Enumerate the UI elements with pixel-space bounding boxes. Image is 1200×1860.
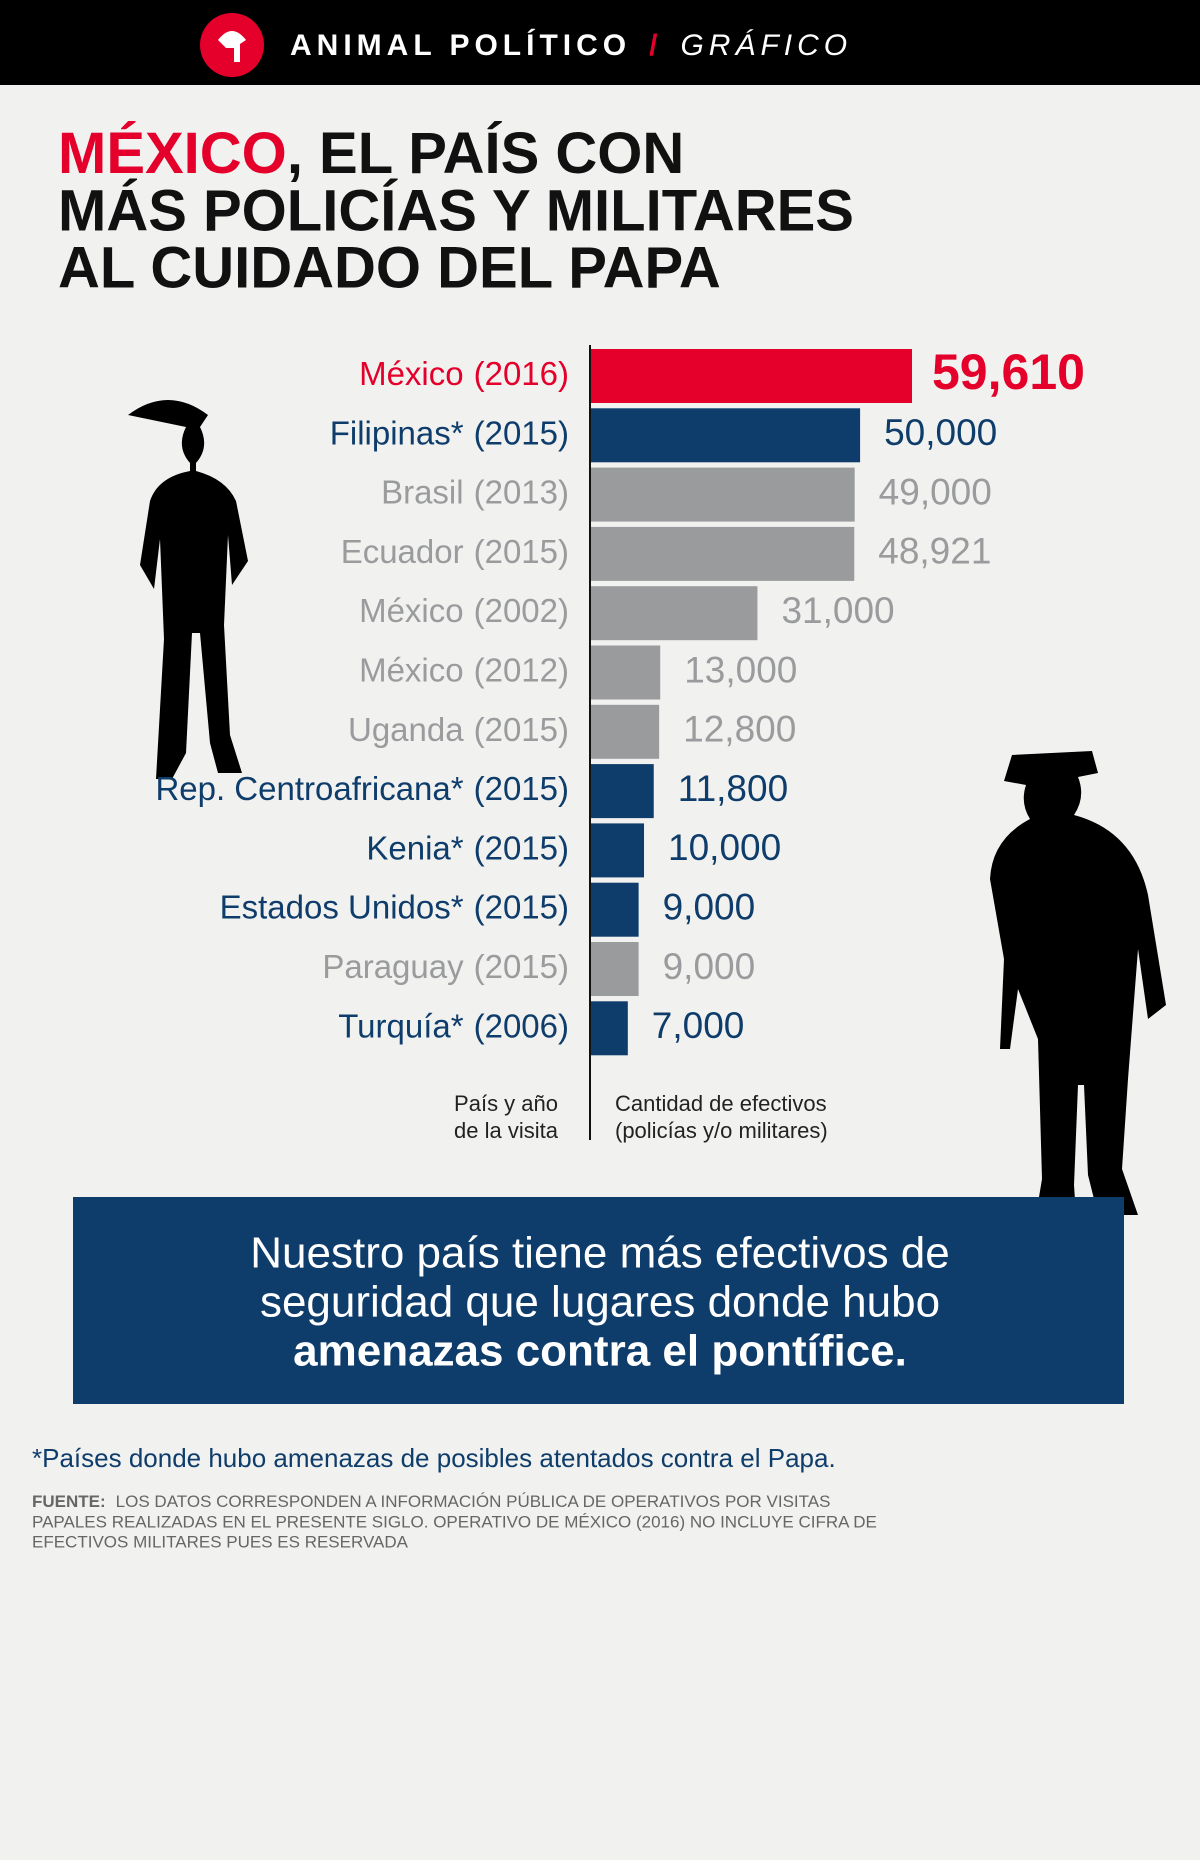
category-label: Rep. Centroafricana* (2015) [155, 770, 569, 807]
category-year: (2002) [474, 592, 569, 629]
value-axis-label: (policías y/o militares) [615, 1118, 828, 1143]
bar [590, 408, 861, 463]
category-year: (2016) [474, 355, 569, 392]
category-label: Brasil (2013) [381, 473, 569, 510]
category-axis-label: de la visita [454, 1118, 559, 1143]
category-name: Brasil [381, 473, 464, 510]
category-year: (2015) [474, 770, 569, 807]
value-label: 49,000 [879, 471, 992, 512]
title: MÉXICO, EL PAÍS CON MÁS POLICÍAS Y MILIT… [58, 121, 854, 300]
value-label: 48,921 [878, 531, 991, 572]
bar [590, 645, 661, 700]
category-name: Paraguay [322, 948, 464, 985]
category-name: México [359, 592, 464, 629]
category-label: Uganda (2015) [348, 711, 569, 748]
bar [590, 526, 855, 581]
value-label: 59,610 [932, 344, 1085, 400]
bar [590, 349, 912, 403]
bar [590, 467, 855, 522]
silhouette-soldier [990, 751, 1166, 1215]
bar [590, 764, 654, 819]
category-year: (2013) [474, 473, 569, 510]
category-name: Filipinas* [330, 414, 464, 451]
category-name: México [359, 651, 464, 688]
value-label: 7,000 [652, 1005, 745, 1046]
source-line: FUENTE: LOS DATOS CORRESPONDEN A INFORMAC… [32, 1492, 830, 1511]
title-highlight: MÉXICO [58, 121, 287, 186]
source-text: PAPALES REALIZADAS EN EL PRESENTE SIGLO.… [32, 1512, 877, 1531]
value-label: 13,000 [684, 649, 797, 690]
category-label: México (2016) [359, 355, 569, 392]
category-year: (2015) [474, 948, 569, 985]
category-name: Ecuador [341, 533, 464, 570]
bar [590, 942, 639, 996]
category-label: Filipinas* (2015) [330, 414, 569, 451]
silhouette-officer [128, 400, 248, 779]
category-year: (2006) [474, 1007, 569, 1044]
category-name: Uganda [348, 711, 464, 748]
callout-text: Nuestro país tiene más efectivos de [250, 1229, 949, 1278]
value-label: 11,800 [678, 768, 788, 809]
category-name: Rep. Centroafricana* [155, 770, 463, 807]
title-line: , EL PAÍS CON [287, 121, 684, 186]
category-year: (2015) [474, 711, 569, 748]
value-label: 10,000 [668, 827, 781, 868]
callout-box [73, 1197, 1124, 1404]
category-label: Turquía* (2006) [338, 1007, 569, 1044]
title-line: MÁS POLICÍAS Y MILITARES [58, 178, 854, 243]
value-label: 12,800 [683, 709, 796, 750]
source-text: LOS DATOS CORRESPONDEN A INFORMACIÓN PÚB… [116, 1492, 831, 1511]
value-label: 31,000 [781, 590, 894, 631]
category-name: México [359, 355, 464, 392]
header-text: ANIMAL POLÍTICO / GRÁFICO [290, 28, 852, 62]
logo-icon [218, 31, 246, 62]
category-label: Paraguay (2015) [322, 948, 569, 985]
source-label: FUENTE: [32, 1492, 106, 1511]
bar [590, 704, 660, 759]
category-label: México (2012) [359, 651, 569, 688]
category-label: Ecuador (2015) [341, 533, 569, 570]
separator: / [649, 29, 662, 62]
category-year: (2015) [474, 888, 569, 925]
bar [590, 586, 758, 641]
category-name: Estados Unidos* [220, 888, 464, 925]
callout-bold: amenazas contra el pontífice. [293, 1327, 907, 1376]
title-line: MÉXICO, EL PAÍS CON [58, 121, 684, 186]
callout-text: seguridad que lugares donde hubo [260, 1278, 940, 1327]
bar [590, 1001, 628, 1056]
category-name: Turquía* [338, 1007, 464, 1044]
bar [590, 882, 639, 937]
value-axis-label: Cantidad de efectivos [615, 1091, 827, 1116]
category-label: Kenia* (2015) [366, 829, 569, 866]
title-line: AL CUIDADO DEL PAPA [58, 235, 721, 300]
category-label: Estados Unidos* (2015) [220, 888, 569, 925]
section: GRÁFICO [680, 29, 852, 62]
bar [590, 823, 645, 878]
category-year: (2015) [474, 414, 569, 451]
value-label: 9,000 [663, 886, 756, 927]
category-year: (2015) [474, 829, 569, 866]
category-name: Kenia* [366, 829, 463, 866]
category-axis-label: País y año [454, 1091, 558, 1116]
source-text: EFECTIVOS MILITARES PUES ES RESERVADA [32, 1532, 409, 1551]
category-label: México (2002) [359, 592, 569, 629]
value-label: 50,000 [884, 412, 997, 453]
bar-chart: México (2016) 59,610 Filipinas* (2015) 50,000… [155, 344, 1085, 1056]
brand: ANIMAL POLÍTICO [290, 28, 631, 62]
value-label: 9,000 [663, 946, 756, 987]
header-bar [0, 0, 1200, 85]
category-year: (2012) [474, 651, 569, 688]
category-year: (2015) [474, 533, 569, 570]
footnote: *Países donde hubo amenazas de posibles … [32, 1443, 836, 1473]
